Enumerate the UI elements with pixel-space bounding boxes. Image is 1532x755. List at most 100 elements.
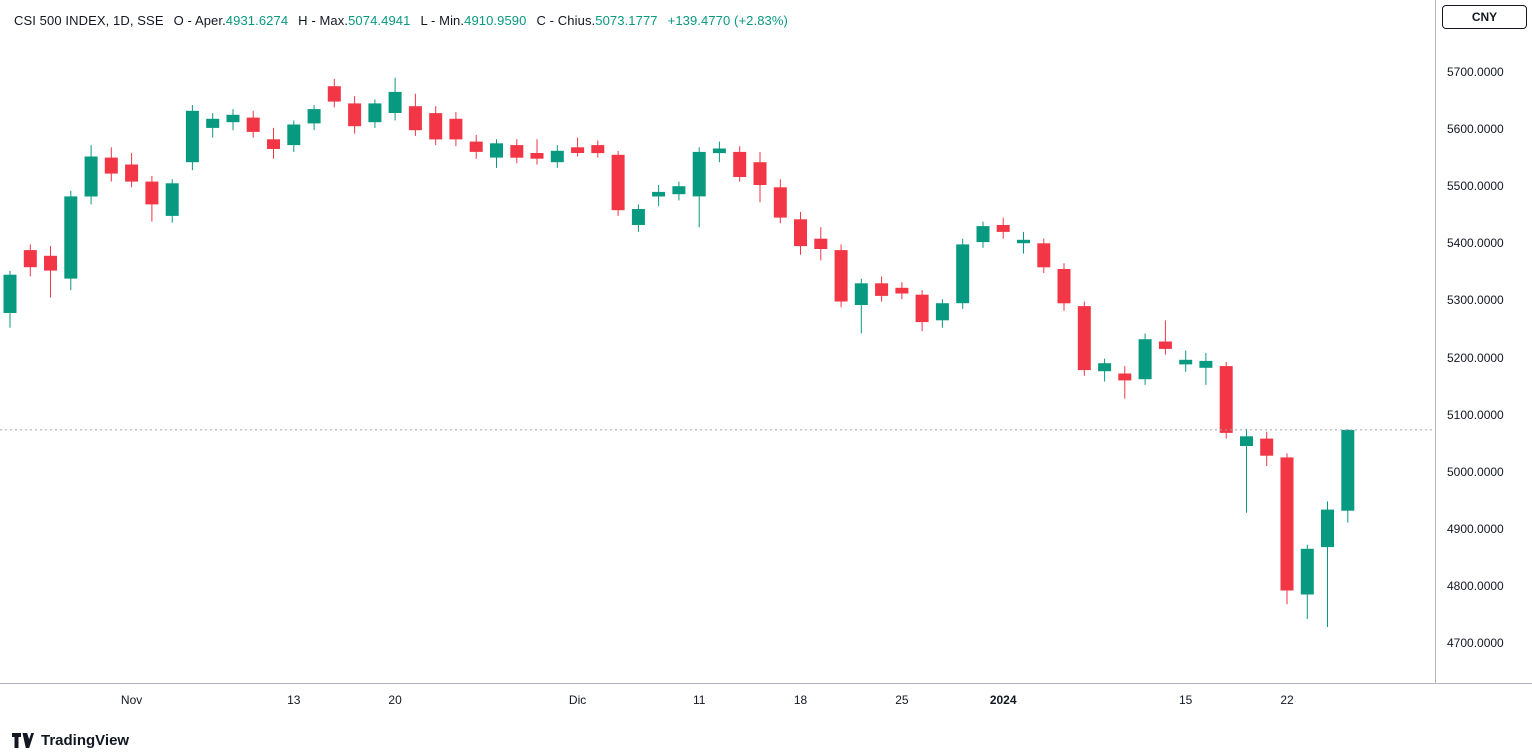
candle <box>611 150 625 216</box>
time-axis-label: 22 <box>1280 693 1294 707</box>
time-axis-label: 20 <box>388 693 402 707</box>
candle <box>895 282 909 300</box>
candle <box>652 185 666 207</box>
candle <box>145 175 159 222</box>
symbol-title[interactable]: CSI 500 INDEX, 1D, SSE <box>14 13 164 28</box>
candle <box>368 99 382 128</box>
currency-button[interactable]: CNY <box>1442 5 1527 29</box>
candle <box>672 181 686 201</box>
candle <box>206 113 220 138</box>
candle <box>956 238 970 309</box>
candle <box>915 290 929 332</box>
chart-legend: CSI 500 INDEX, 1D, SSE O - Aper.4931.6274… <box>14 13 788 28</box>
candle <box>287 120 301 152</box>
candlestick-svg[interactable] <box>0 0 1435 683</box>
candle <box>165 179 179 223</box>
candle <box>490 139 503 168</box>
legend-low-field: L - Min.4910.9590 <box>420 13 526 28</box>
candle <box>814 227 828 261</box>
time-axis-label: 15 <box>1179 693 1193 707</box>
close-label: C - Chius. <box>536 13 596 28</box>
candle <box>1321 501 1334 627</box>
candle <box>1219 362 1233 439</box>
candle <box>571 137 585 157</box>
legend-close-field: C - Chius.5073.1777 <box>536 13 657 28</box>
candle <box>1138 333 1152 385</box>
candle <box>307 105 321 131</box>
candle <box>1199 352 1213 385</box>
open-label: O - Aper. <box>173 13 226 28</box>
candle <box>408 93 422 136</box>
candle <box>429 106 443 146</box>
legend-high-field: H - Max.5074.4941 <box>298 13 410 28</box>
time-axis[interactable]: Nov 13 20 Dic 11 18 25 2024 15 22 <box>0 683 1532 720</box>
candle <box>1260 431 1274 466</box>
candle <box>550 145 564 168</box>
candle <box>104 147 118 182</box>
time-axis-label: 2024 <box>989 693 1017 707</box>
candle <box>469 134 483 159</box>
chart-pane[interactable]: CSI 500 INDEX, 1D, SSE O - Aper.4931.6274… <box>0 0 1435 683</box>
candle <box>1037 238 1051 273</box>
candle <box>1179 350 1193 372</box>
price-axis-label: 5700.0000 <box>1447 65 1504 79</box>
candle <box>773 179 787 224</box>
price-axis-label: 5500.0000 <box>1447 179 1504 194</box>
candle <box>348 95 362 134</box>
candle <box>449 111 463 147</box>
low-label: L - Min. <box>420 13 465 28</box>
candle <box>246 110 260 138</box>
candle <box>44 246 57 298</box>
price-axis-label: 5400.0000 <box>1447 236 1504 251</box>
price-axis-label: 5600.0000 <box>1447 122 1504 137</box>
candle <box>712 141 726 163</box>
close-value: 5073.1777 <box>595 13 658 28</box>
price-axis-label: 4800.0000 <box>1447 578 1504 593</box>
tradingview-brand: TradingView <box>41 731 130 749</box>
price-axis-label: 4700.0000 <box>1447 636 1504 650</box>
candle <box>125 153 139 188</box>
time-axis-label: Nov <box>120 693 143 707</box>
tradingview-attribution[interactable]: TradingView <box>12 728 129 752</box>
price-axis-label: 5300.0000 <box>1447 293 1504 308</box>
candle <box>226 109 240 131</box>
price-axis-label: 5200.0000 <box>1447 350 1504 365</box>
candle <box>530 139 544 165</box>
candle <box>388 77 402 121</box>
time-axis-label: 13 <box>287 693 301 707</box>
candle <box>753 151 767 203</box>
candle <box>1158 320 1172 355</box>
high-value: 5074.4941 <box>348 13 411 28</box>
candle <box>1240 428 1253 513</box>
price-axis-label: 5000.0000 <box>1447 464 1504 479</box>
price-axis-label: 5100.0000 <box>1447 407 1504 422</box>
legend-open-field: O - Aper.4931.6274 <box>174 13 289 28</box>
candle <box>794 211 807 255</box>
candle <box>1057 263 1071 311</box>
time-axis-label: 25 <box>895 693 909 707</box>
candle <box>1077 301 1091 376</box>
candle <box>1118 366 1132 399</box>
price-axis[interactable]: CNY 5700.0000 5600.0000 5500.0000 5400.0000… <box>1435 0 1532 683</box>
price-axis-label: 4900.0000 <box>1447 521 1504 536</box>
candle <box>591 140 605 158</box>
candle <box>631 204 645 232</box>
candle <box>1098 358 1112 382</box>
candle <box>692 147 706 228</box>
candle <box>23 244 37 277</box>
candle <box>267 127 280 159</box>
tradingview-logo-icon <box>12 732 34 748</box>
candle <box>733 146 747 182</box>
time-axis-label: Dic <box>568 693 587 707</box>
candle <box>854 278 868 334</box>
candle <box>185 105 199 171</box>
time-axis-label: 11 <box>692 693 706 707</box>
candle <box>834 244 848 308</box>
candle <box>510 139 524 164</box>
candle <box>3 270 17 328</box>
candle <box>1300 544 1314 619</box>
candle <box>935 299 949 328</box>
high-label: H - Max. <box>298 13 349 28</box>
open-value: 4931.6274 <box>225 13 289 28</box>
candle <box>327 78 341 108</box>
